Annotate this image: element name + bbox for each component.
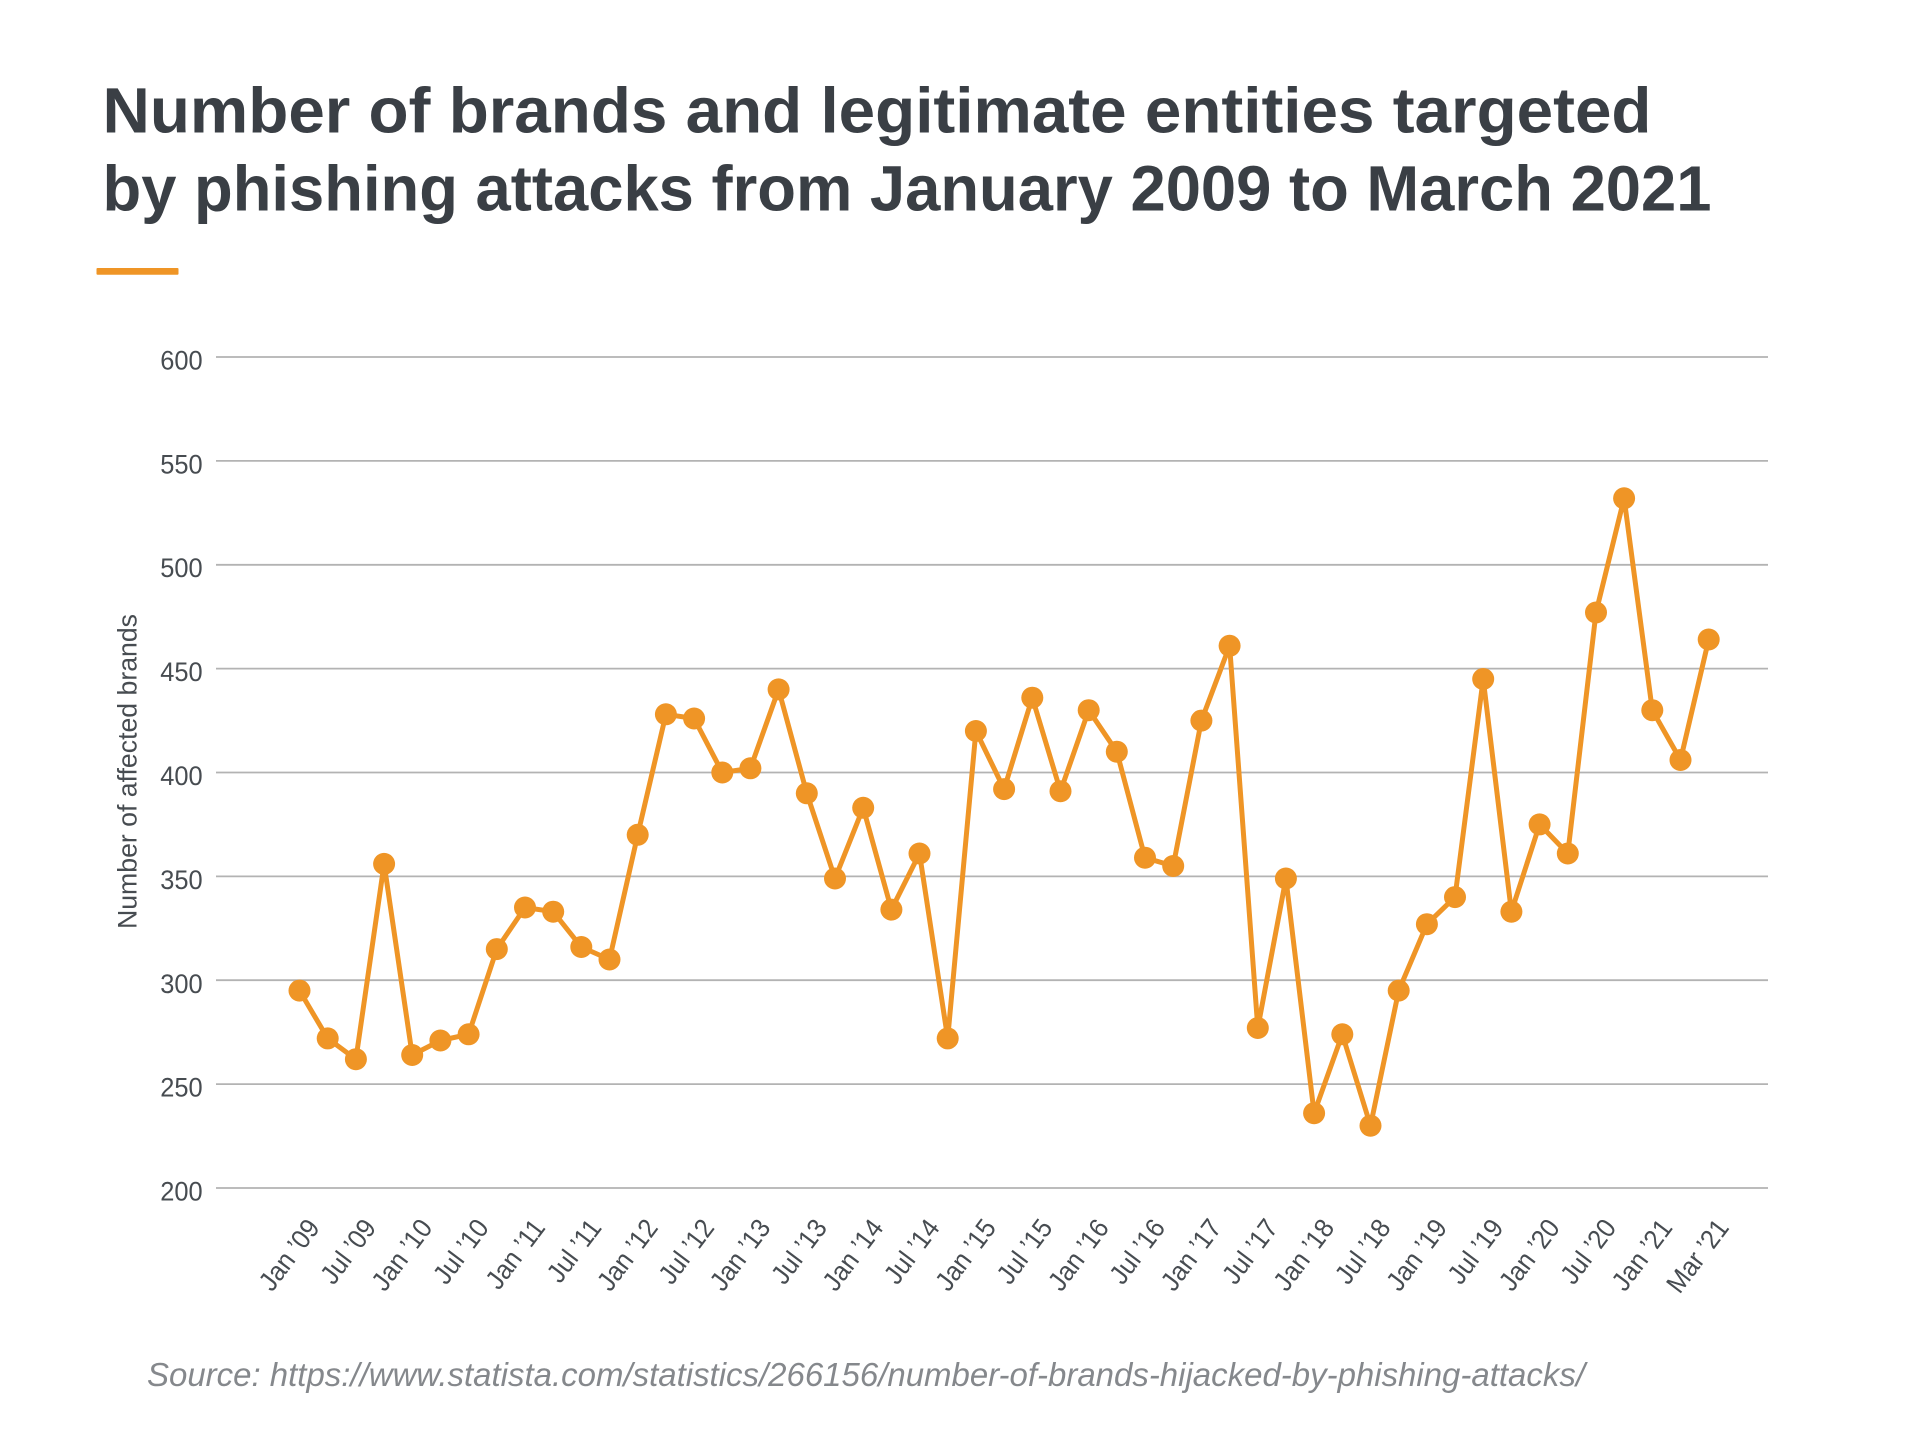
svg-text:600: 600	[160, 346, 202, 376]
svg-text:by phishing attacks from Janua: by phishing attacks from January 2009 to…	[103, 153, 1712, 225]
svg-text:450: 450	[160, 657, 202, 687]
svg-text:550: 550	[160, 449, 202, 479]
svg-text:Number of affected brands: Number of affected brands	[112, 614, 142, 929]
svg-text:500: 500	[160, 553, 202, 583]
svg-text:400: 400	[160, 761, 202, 791]
svg-text:250: 250	[160, 1073, 202, 1103]
svg-text:200: 200	[160, 1177, 202, 1207]
svg-text:300: 300	[160, 969, 202, 999]
svg-text:Source: https://www.statista.c: Source: https://www.statista.com/statist…	[147, 1356, 1588, 1393]
svg-text:350: 350	[160, 865, 202, 895]
svg-text:Number of brands and legitimat: Number of brands and legitimate entities…	[103, 75, 1652, 147]
